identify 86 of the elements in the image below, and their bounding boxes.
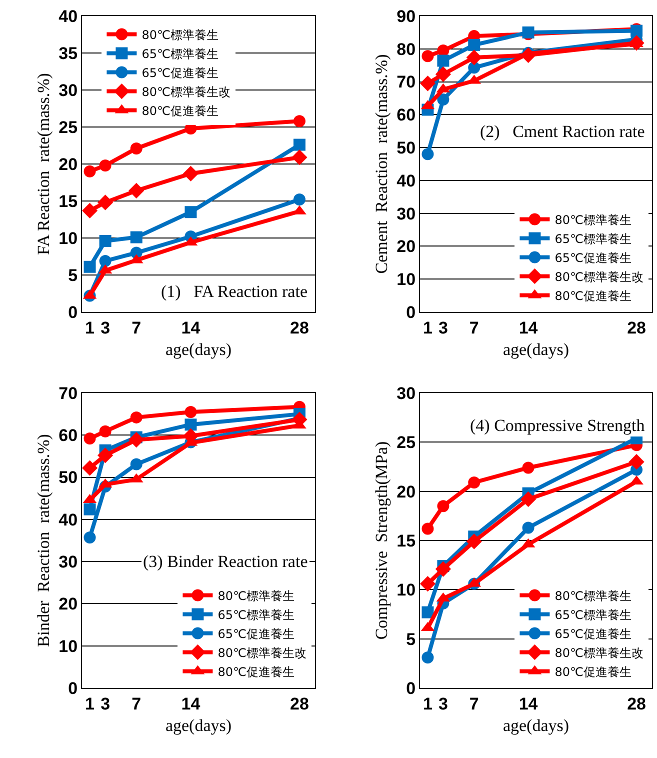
y-tick-label: 70	[58, 384, 78, 403]
x-tick-label: 3	[100, 318, 110, 338]
x-tick-label: 7	[469, 694, 479, 714]
y-tick-label: 25	[396, 433, 416, 452]
x-axis-title: age(days)	[502, 716, 570, 735]
text: (3) Binder Reaction rate	[143, 552, 308, 571]
y-tick-label: 15	[396, 531, 416, 550]
text: (2) Cment Raction rate	[480, 122, 645, 141]
y-tick-label: 70	[396, 72, 416, 92]
legend-label: 65℃標準養生	[554, 608, 632, 622]
text: (1) FA Reaction rate	[161, 282, 308, 301]
legend-label: 65℃促進養生	[218, 626, 294, 641]
legend-label: 80℃標準養生	[554, 212, 632, 227]
y-tick-label: 15	[58, 192, 78, 211]
y-tick-label: 5	[68, 266, 78, 285]
x-tick-label: 1	[85, 318, 95, 338]
x-tick-label: 28	[627, 694, 646, 714]
x-tick-label: 28	[290, 694, 309, 714]
x-tick-label: 7	[469, 318, 479, 338]
x-tick-label: 1	[85, 694, 95, 714]
x-tick-label: 1	[422, 694, 432, 714]
y-tick-label: 10	[58, 228, 78, 248]
y-tick-label: 10	[58, 636, 78, 656]
y-tick-label: 10	[396, 270, 416, 290]
legend-label: 80℃標準養生	[554, 588, 632, 603]
y-tick-label: 30	[58, 552, 78, 572]
x-tick-label: 14	[181, 694, 201, 714]
y-tick-label: 5	[406, 630, 416, 649]
y-tick-label: 20	[396, 237, 416, 256]
y-tick-label: 25	[58, 118, 78, 137]
x-tick-label: 14	[181, 318, 201, 338]
y-tick-label: 0	[406, 678, 416, 698]
y-tick-label: 80	[396, 40, 416, 59]
x-tick-label: 1	[422, 318, 432, 338]
legend-label: 80℃促進養生	[554, 664, 632, 679]
legend-label: 80℃促進養生	[218, 664, 294, 679]
y-tick-label: 40	[58, 510, 78, 530]
legend-label: 65℃標準養生	[218, 608, 294, 622]
y-axis-title: Compressive Strength(MPa)	[372, 441, 392, 640]
x-tick-label: 7	[132, 694, 142, 714]
legend-label: 80℃標準養生改	[142, 84, 230, 99]
x-tick-label: 3	[438, 318, 448, 338]
legend-label: 80℃標準養生改	[554, 270, 644, 284]
y-tick-label: 50	[58, 468, 78, 488]
text: (4) Compressive Strength	[470, 416, 646, 435]
x-tick-label: 7	[132, 318, 142, 338]
legend-label: 80℃促進養生	[142, 104, 218, 118]
y-axis-title: Cement Reaction rate(mass.%)	[372, 54, 392, 274]
x-tick-label: 3	[438, 694, 448, 714]
y-tick-label: 30	[396, 204, 416, 224]
y-axis-title: Binder Reaction rate(mass.%)	[34, 434, 54, 647]
x-tick-label: 28	[627, 318, 646, 338]
legend-label: 80℃標準養生改	[218, 646, 306, 660]
y-tick-label: 30	[396, 384, 416, 403]
legend-label: 65℃標準養生	[142, 46, 218, 61]
x-tick-label: 28	[290, 318, 309, 338]
x-tick-label: 14	[518, 318, 538, 338]
y-tick-label: 20	[396, 482, 416, 502]
legend-label: 80℃促進養生	[554, 288, 632, 303]
legend-label: 80℃標準養生	[218, 588, 294, 603]
legend-label: 65℃促進養生	[142, 66, 218, 80]
y-tick-label: 40	[58, 6, 78, 26]
y-tick-label: 0	[406, 302, 416, 322]
y-tick-label: 60	[58, 426, 78, 446]
y-axis-title: FA Reaction rate(mass.%)	[34, 73, 54, 255]
x-axis-title: age(days)	[502, 340, 570, 359]
legend-label: 65℃標準養生	[554, 232, 632, 246]
x-axis-title: age(days)	[165, 716, 232, 735]
y-tick-label: 30	[58, 80, 78, 100]
legend-label: 65℃促進養生	[554, 250, 632, 265]
y-tick-label: 40	[396, 171, 416, 190]
legend-label: 65℃促進養生	[554, 626, 632, 641]
y-tick-label: 0	[68, 678, 78, 698]
x-tick-label: 3	[100, 694, 110, 714]
y-tick-label: 10	[396, 580, 416, 600]
x-tick-label: 14	[518, 694, 538, 714]
y-tick-label: 0	[68, 302, 78, 322]
y-tick-label: 20	[58, 154, 78, 174]
y-tick-label: 35	[58, 44, 78, 63]
legend-label: 80℃標準養生改	[554, 646, 644, 660]
y-tick-label: 90	[396, 6, 416, 26]
y-tick-label: 50	[396, 138, 416, 158]
x-axis-title: age(days)	[165, 340, 232, 359]
y-tick-label: 60	[396, 106, 416, 125]
y-tick-label: 20	[58, 594, 78, 614]
legend-label: 80℃標準養生	[142, 28, 218, 42]
